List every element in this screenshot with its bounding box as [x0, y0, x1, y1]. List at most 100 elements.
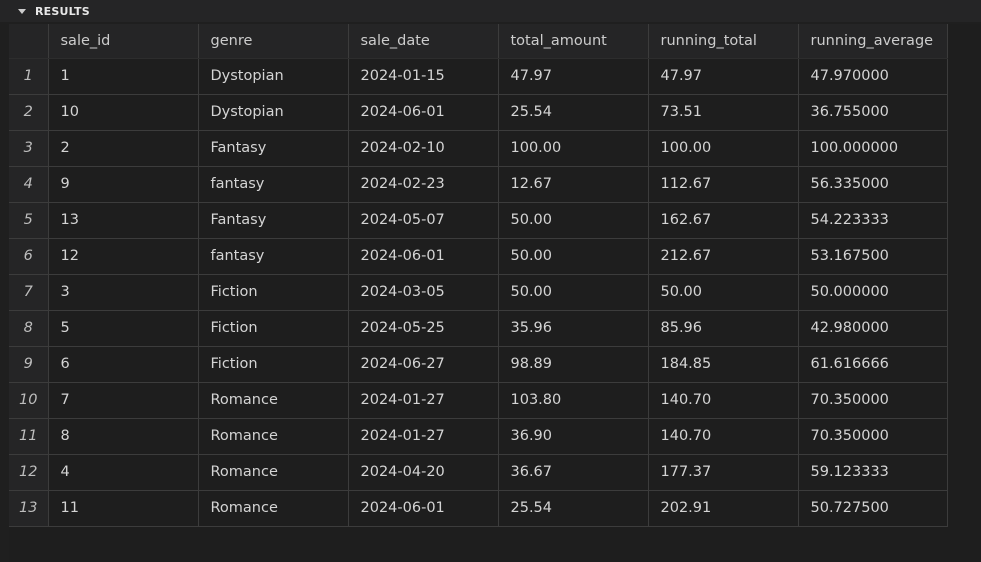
cell-genre[interactable]: Fantasy — [198, 130, 349, 167]
cell-running-total[interactable]: 100.00 — [648, 130, 799, 167]
cell-sale-date[interactable]: 2024-06-01 — [348, 238, 499, 275]
cell-genre[interactable]: fantasy — [198, 166, 349, 203]
cell-running-average[interactable]: 50.000000 — [798, 274, 948, 311]
table-row[interactable]: 1 1 Dystopian 2024-01-15 47.97 47.97 47.970000 — [9, 58, 948, 95]
cell-running-total[interactable]: 50.00 — [648, 274, 799, 311]
cell-sale-date[interactable]: 2024-06-01 — [348, 490, 499, 527]
cell-sale-date[interactable]: 2024-03-05 — [348, 274, 499, 311]
cell-total-amount[interactable]: 103.80 — [498, 382, 649, 419]
cell-sale-id[interactable]: 1 — [48, 58, 199, 95]
cell-running-total[interactable]: 85.96 — [648, 310, 799, 347]
cell-total-amount[interactable]: 50.00 — [498, 202, 649, 239]
cell-sale-id[interactable]: 6 — [48, 346, 199, 383]
cell-total-amount[interactable]: 36.90 — [498, 418, 649, 455]
cell-running-average[interactable]: 53.167500 — [798, 238, 948, 275]
cell-sale-id[interactable]: 13 — [48, 202, 199, 239]
row-number[interactable]: 9 — [9, 346, 49, 383]
table-row[interactable]: 10 7 Romance 2024-01-27 103.80 140.70 70.35000… — [9, 382, 948, 419]
cell-sale-id[interactable]: 8 — [48, 418, 199, 455]
cell-total-amount[interactable]: 25.54 — [498, 94, 649, 131]
cell-running-average[interactable]: 70.350000 — [798, 418, 948, 455]
collapse-caret-icon[interactable] — [18, 9, 26, 14]
cell-total-amount[interactable]: 100.00 — [498, 130, 649, 167]
cell-sale-date[interactable]: 2024-04-20 — [348, 454, 499, 491]
cell-sale-date[interactable]: 2024-01-27 — [348, 418, 499, 455]
cell-running-average[interactable]: 47.970000 — [798, 58, 948, 95]
row-number[interactable]: 5 — [9, 202, 49, 239]
row-number[interactable]: 11 — [9, 418, 49, 455]
column-header-running-total[interactable]: running_total — [648, 24, 799, 59]
column-header-sale-id[interactable]: sale_id — [48, 24, 199, 59]
cell-genre[interactable]: Dystopian — [198, 94, 349, 131]
cell-sale-date[interactable]: 2024-01-15 — [348, 58, 499, 95]
cell-running-average[interactable]: 70.350000 — [798, 382, 948, 419]
column-header-sale-date[interactable]: sale_date — [348, 24, 499, 59]
cell-sale-date[interactable]: 2024-06-01 — [348, 94, 499, 131]
table-row[interactable]: 9 6 Fiction 2024-06-27 98.89 184.85 61.616666 — [9, 346, 948, 383]
row-number[interactable]: 12 — [9, 454, 49, 491]
results-panel-header[interactable]: RESULTS — [0, 0, 981, 22]
cell-genre[interactable]: Romance — [198, 382, 349, 419]
cell-total-amount[interactable]: 47.97 — [498, 58, 649, 95]
cell-running-total[interactable]: 140.70 — [648, 418, 799, 455]
cell-sale-id[interactable]: 7 — [48, 382, 199, 419]
table-row[interactable]: 3 2 Fantasy 2024-02-10 100.00 100.00 100.00000… — [9, 130, 948, 167]
row-number[interactable]: 8 — [9, 310, 49, 347]
row-number[interactable]: 1 — [9, 58, 49, 95]
cell-sale-id[interactable]: 10 — [48, 94, 199, 131]
results-grid[interactable]: sale_id genre sale_date total_amount run… — [9, 24, 981, 562]
row-number[interactable]: 13 — [9, 490, 49, 527]
cell-running-average[interactable]: 61.616666 — [798, 346, 948, 383]
cell-running-total[interactable]: 162.67 — [648, 202, 799, 239]
cell-genre[interactable]: Fantasy — [198, 202, 349, 239]
table-row[interactable]: 13 11 Romance 2024-06-01 25.54 202.91 50.72750… — [9, 490, 948, 527]
cell-running-average[interactable]: 56.335000 — [798, 166, 948, 203]
table-row[interactable]: 4 9 fantasy 2024-02-23 12.67 112.67 56.335000 — [9, 166, 948, 203]
table-row[interactable]: 7 3 Fiction 2024-03-05 50.00 50.00 50.000000 — [9, 274, 948, 311]
cell-sale-date[interactable]: 2024-01-27 — [348, 382, 499, 419]
cell-total-amount[interactable]: 36.67 — [498, 454, 649, 491]
cell-sale-id[interactable]: 9 — [48, 166, 199, 203]
cell-sale-date[interactable]: 2024-02-10 — [348, 130, 499, 167]
table-row[interactable]: 11 8 Romance 2024-01-27 36.90 140.70 70.350000 — [9, 418, 948, 455]
cell-genre[interactable]: Romance — [198, 454, 349, 491]
cell-sale-id[interactable]: 5 — [48, 310, 199, 347]
cell-running-average[interactable]: 42.980000 — [798, 310, 948, 347]
cell-running-total[interactable]: 177.37 — [648, 454, 799, 491]
cell-running-average[interactable]: 50.727500 — [798, 490, 948, 527]
cell-genre[interactable]: Fiction — [198, 346, 349, 383]
cell-total-amount[interactable]: 25.54 — [498, 490, 649, 527]
cell-sale-id[interactable]: 3 — [48, 274, 199, 311]
cell-running-average[interactable]: 36.755000 — [798, 94, 948, 131]
row-number[interactable]: 3 — [9, 130, 49, 167]
cell-genre[interactable]: fantasy — [198, 238, 349, 275]
row-number[interactable]: 7 — [9, 274, 49, 311]
cell-running-total[interactable]: 112.67 — [648, 166, 799, 203]
table-row[interactable]: 2 10 Dystopian 2024-06-01 25.54 73.51 36.75500… — [9, 94, 948, 131]
cell-genre[interactable]: Fiction — [198, 310, 349, 347]
cell-running-average[interactable]: 59.123333 — [798, 454, 948, 491]
row-number[interactable]: 2 — [9, 94, 49, 131]
cell-running-total[interactable]: 73.51 — [648, 94, 799, 131]
cell-genre[interactable]: Romance — [198, 418, 349, 455]
cell-sale-date[interactable]: 2024-05-07 — [348, 202, 499, 239]
column-header-total-amount[interactable]: total_amount — [498, 24, 649, 59]
row-number[interactable]: 6 — [9, 238, 49, 275]
column-header-running-average[interactable]: running_average — [798, 24, 948, 59]
column-header-genre[interactable]: genre — [198, 24, 349, 59]
cell-total-amount[interactable]: 50.00 — [498, 238, 649, 275]
cell-genre[interactable]: Fiction — [198, 274, 349, 311]
cell-sale-id[interactable]: 4 — [48, 454, 199, 491]
cell-sale-id[interactable]: 11 — [48, 490, 199, 527]
table-row[interactable]: 5 13 Fantasy 2024-05-07 50.00 162.67 54.223333 — [9, 202, 948, 239]
cell-sale-date[interactable]: 2024-02-23 — [348, 166, 499, 203]
cell-total-amount[interactable]: 12.67 — [498, 166, 649, 203]
cell-total-amount[interactable]: 35.96 — [498, 310, 649, 347]
cell-running-total[interactable]: 47.97 — [648, 58, 799, 95]
cell-running-average[interactable]: 100.000000 — [798, 130, 948, 167]
table-row[interactable]: 8 5 Fiction 2024-05-25 35.96 85.96 42.980000 — [9, 310, 948, 347]
cell-sale-date[interactable]: 2024-06-27 — [348, 346, 499, 383]
row-number[interactable]: 4 — [9, 166, 49, 203]
cell-sale-date[interactable]: 2024-05-25 — [348, 310, 499, 347]
table-row[interactable]: 12 4 Romance 2024-04-20 36.67 177.37 59.123333 — [9, 454, 948, 491]
